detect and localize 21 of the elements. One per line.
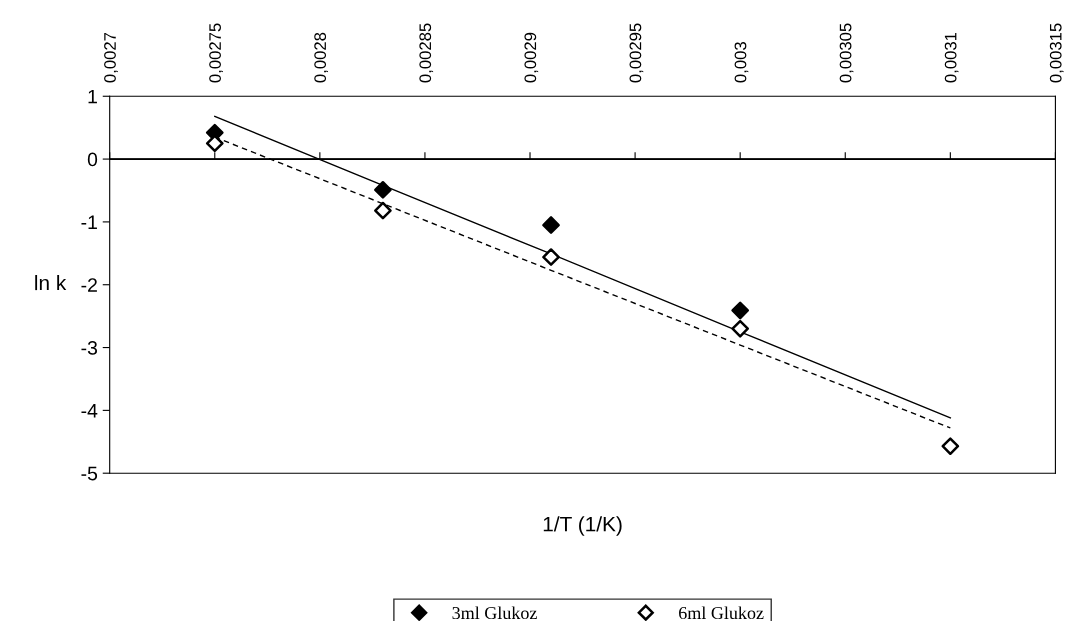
x-tick-label: 0,0029 [524,32,539,83]
x-tick-label: 0,00295 [629,23,644,83]
x-tick-label: 0,00285 [419,23,434,83]
x-tick-label: 0,0031 [944,32,959,83]
x-tick-label: 0,0027 [104,32,118,83]
x-tick-label: 0,00315 [1049,23,1064,83]
y-tick-label: -4 [81,404,98,418]
y-tick-label: -1 [81,215,97,229]
y-axis-title: ln k [35,275,67,291]
y-tick-label: -3 [81,341,98,355]
y-tick-label: 1 [88,89,97,104]
x-tick-label: 0,00275 [209,23,223,83]
legend-label: 3ml Glukoz [452,606,537,620]
x-tick-label: 0,003 [734,42,749,83]
y-tick-label: -2 [81,278,97,292]
y-tick-label: -5 [81,466,98,481]
x-tick-label: 0,00305 [839,23,854,83]
legend-label: 6ml Glukoz [679,606,764,620]
x-tick-label: 0,0028 [314,32,329,83]
x-axis-title: 1/T (1/K) [543,516,622,536]
y-tick-label: 0 [87,152,98,167]
